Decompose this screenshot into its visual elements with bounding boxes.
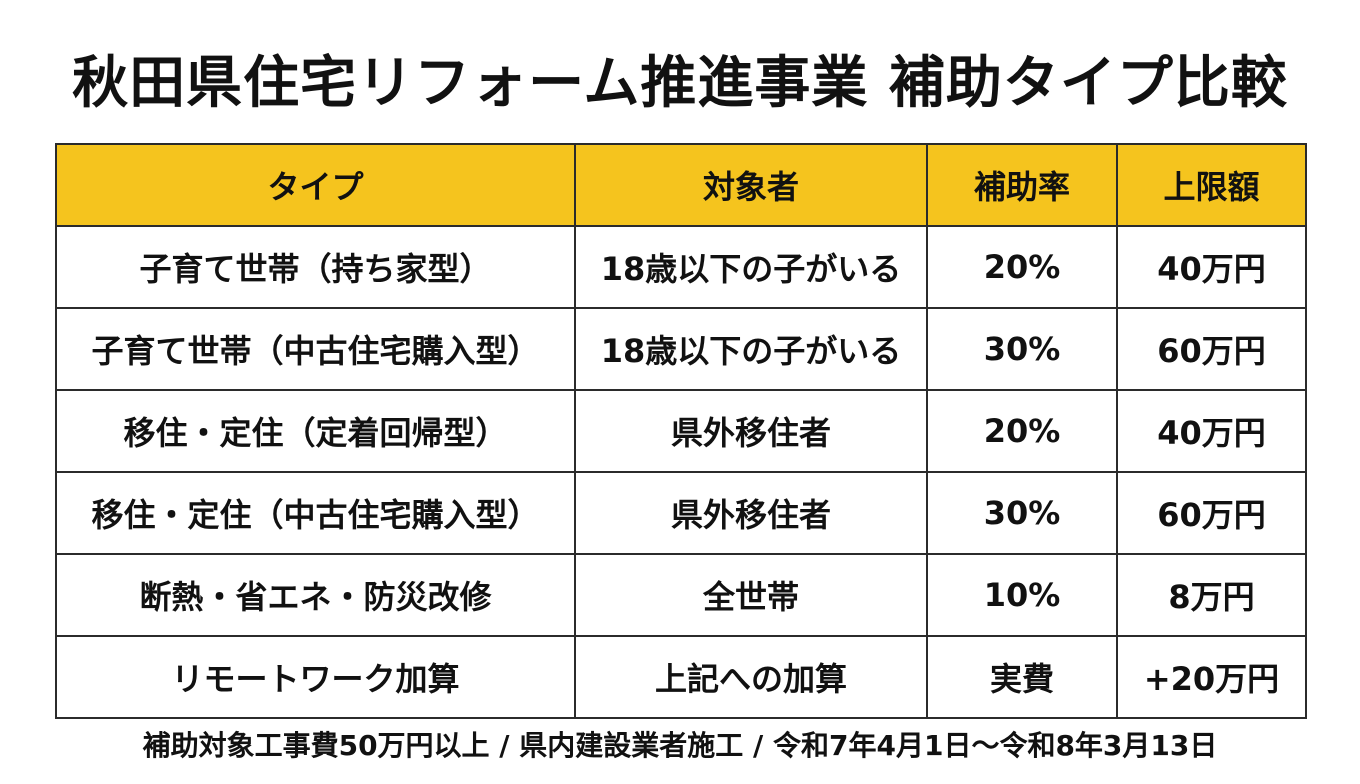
- type-cell: 移住・定住（定着回帰型）: [55, 389, 576, 473]
- limit-cell: +20万円: [1116, 635, 1307, 719]
- table-row: 子育て世帯（中古住宅購入型） 18歳以下の子がいる 30% 60万円: [55, 307, 1307, 391]
- target-cell: 18歳以下の子がいる: [574, 307, 928, 391]
- rate-cell: 20%: [926, 389, 1118, 473]
- limit-cell: 40万円: [1116, 225, 1307, 309]
- comparison-table-container: タイプ 対象者 補助率 上限額 子育て世帯（持ち家型） 18歳以下の子がいる 2…: [55, 143, 1307, 719]
- rate-cell: 実費: [926, 635, 1118, 719]
- rate-cell: 10%: [926, 553, 1118, 637]
- type-cell: 移住・定住（中古住宅購入型）: [55, 471, 576, 555]
- type-cell: 断熱・省エネ・防災改修: [55, 553, 576, 637]
- column-header-limit: 上限額: [1116, 143, 1307, 227]
- table-row: 移住・定住（中古住宅購入型） 県外移住者 30% 60万円: [55, 471, 1307, 555]
- table-row: リモートワーク加算 上記への加算 実費 +20万円: [55, 635, 1307, 719]
- target-cell: 全世帯: [574, 553, 928, 637]
- table-row: 断熱・省エネ・防災改修 全世帯 10% 8万円: [55, 553, 1307, 637]
- target-cell: 県外移住者: [574, 389, 928, 473]
- type-cell: 子育て世帯（持ち家型）: [55, 225, 576, 309]
- subsidy-comparison-table: タイプ 対象者 補助率 上限額 子育て世帯（持ち家型） 18歳以下の子がいる 2…: [55, 143, 1307, 719]
- column-header-rate: 補助率: [926, 143, 1118, 227]
- page-title: 秋田県住宅リフォーム推進事業 補助タイプ比較: [72, 51, 1288, 116]
- table-header-row: タイプ 対象者 補助率 上限額: [55, 143, 1307, 227]
- target-cell: 上記への加算: [574, 635, 928, 719]
- column-header-type: タイプ: [55, 143, 576, 227]
- type-cell: 子育て世帯（中古住宅購入型）: [55, 307, 576, 391]
- table-row: 子育て世帯（持ち家型） 18歳以下の子がいる 20% 40万円: [55, 225, 1307, 309]
- footer-note: 補助対象工事費50万円以上 / 県内建設業者施工 / 令和7年4月1日～令和8年…: [142, 729, 1218, 762]
- rate-cell: 20%: [926, 225, 1118, 309]
- rate-cell: 30%: [926, 307, 1118, 391]
- target-cell: 県外移住者: [574, 471, 928, 555]
- type-cell: リモートワーク加算: [55, 635, 576, 719]
- rate-cell: 30%: [926, 471, 1118, 555]
- limit-cell: 60万円: [1116, 307, 1307, 391]
- column-header-target: 対象者: [574, 143, 928, 227]
- limit-cell: 40万円: [1116, 389, 1307, 473]
- limit-cell: 8万円: [1116, 553, 1307, 637]
- limit-cell: 60万円: [1116, 471, 1307, 555]
- target-cell: 18歳以下の子がいる: [574, 225, 928, 309]
- table-row: 移住・定住（定着回帰型） 県外移住者 20% 40万円: [55, 389, 1307, 473]
